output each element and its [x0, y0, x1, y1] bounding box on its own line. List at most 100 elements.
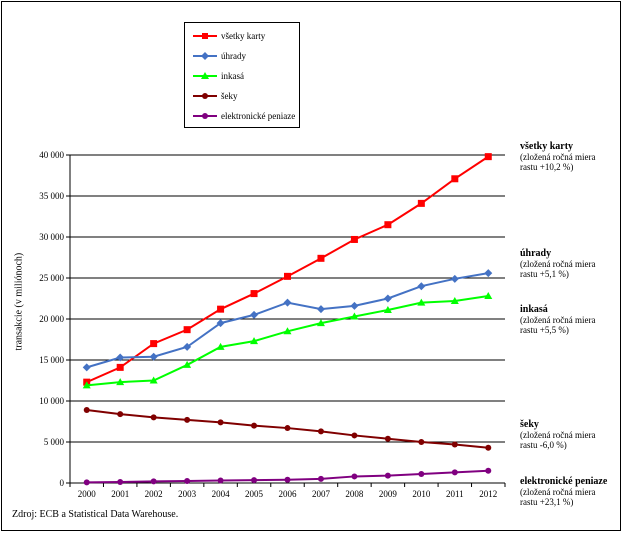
- data-point: [351, 432, 358, 439]
- data-point: [316, 319, 325, 327]
- annotation-line: (zložená ročná miera: [520, 259, 596, 269]
- data-point: [484, 269, 493, 278]
- data-point: [484, 292, 493, 300]
- x-tick-label: 2006: [279, 489, 298, 499]
- annotation-uhrady: úhrady (zložená ročná miera rastu +5,1 %…: [520, 248, 620, 279]
- annotation-line: rastu +5,1 %): [520, 269, 569, 279]
- x-tick-label: 2007: [312, 489, 331, 499]
- x-tick-label: 2004: [212, 489, 231, 499]
- x-tick-label: 2009: [379, 489, 398, 499]
- data-point: [451, 175, 459, 183]
- annotation-title: šeky: [520, 419, 539, 430]
- data-point: [284, 425, 291, 432]
- source-note: Zdroj: ECB a Statistical Data Warehouse.: [12, 509, 179, 520]
- x-tick-label: 2012: [479, 489, 497, 499]
- x-tick-label: 2005: [245, 489, 264, 499]
- data-point: [116, 353, 125, 362]
- data-point: [485, 444, 492, 451]
- legend: všetky karty úhrady inkasá šeky elektron…: [184, 22, 300, 128]
- x-tick-label: 2010: [412, 489, 431, 499]
- data-point: [451, 469, 458, 476]
- data-point: [83, 407, 90, 414]
- data-point: [117, 411, 124, 418]
- data-point: [417, 199, 425, 207]
- series-line: [86, 155, 489, 384]
- data-point: [417, 298, 426, 306]
- data-point: [149, 376, 158, 384]
- annotation-title: všetky karty: [520, 141, 574, 152]
- data-point: [317, 254, 325, 262]
- x-tick-label: 2000: [78, 489, 97, 499]
- y-axis-label: transakcie (v miliónoch): [13, 252, 25, 351]
- data-point: [350, 312, 359, 320]
- data-point: [216, 342, 225, 350]
- data-point: [184, 477, 191, 484]
- data-point: [117, 479, 124, 486]
- legend-label: úhrady: [221, 51, 246, 61]
- data-point: [116, 363, 124, 371]
- data-point: [451, 441, 458, 448]
- data-point: [418, 470, 425, 477]
- y-tick-label: 20 000: [39, 314, 64, 324]
- data-point: [384, 435, 391, 442]
- annotation-line: (zložená ročná miera: [520, 430, 596, 440]
- y-tick-label: 0: [60, 478, 65, 488]
- y-tick-label: 30 000: [39, 232, 64, 242]
- data-point: [316, 305, 325, 314]
- annotation-line: rastu +23,1 %): [520, 497, 574, 507]
- data-point: [150, 478, 157, 485]
- annotation-inkasa: inkasá (zložená ročná miera rastu +5,5 %…: [520, 304, 620, 335]
- data-point: [283, 327, 292, 335]
- annotation-line: rastu +10,2 %): [520, 162, 574, 172]
- data-point: [450, 296, 459, 304]
- y-tick-label: 15 000: [39, 355, 64, 365]
- data-point: [150, 340, 158, 348]
- data-point: [216, 319, 225, 328]
- annotation-title: inkasá: [520, 304, 548, 315]
- data-point: [250, 337, 259, 345]
- legend-label: všetky karty: [221, 31, 266, 41]
- data-point: [217, 477, 224, 484]
- series-line: [86, 272, 489, 369]
- data-point: [417, 282, 426, 291]
- data-point: [317, 428, 324, 435]
- data-point: [183, 326, 191, 334]
- data-point: [350, 301, 359, 310]
- legend-label: elektronické peniaze: [221, 111, 296, 121]
- y-tick-label: 40 000: [39, 150, 64, 160]
- data-point: [450, 274, 459, 283]
- data-point: [485, 467, 492, 474]
- data-point: [383, 305, 392, 313]
- data-point: [82, 363, 91, 372]
- data-point: [250, 310, 259, 319]
- data-point: [116, 378, 125, 386]
- data-point: [149, 352, 158, 361]
- x-tick-label: 2003: [178, 489, 197, 499]
- legend-label: inkasá: [221, 71, 244, 81]
- data-point: [283, 298, 292, 307]
- data-point: [418, 439, 425, 445]
- annotation-line: (zložená ročná miera: [520, 487, 596, 497]
- y-tick-label: 5 000: [44, 437, 65, 447]
- data-point: [251, 422, 258, 429]
- data-point: [384, 221, 392, 229]
- data-point: [83, 479, 90, 486]
- annotation-line: (zložená ročná miera: [520, 315, 596, 325]
- data-point: [150, 414, 157, 421]
- annotation-title: elektronické peniaze: [520, 476, 608, 487]
- annotation-elektronicke-peniaze: elektronické peniaze (zložená ročná mier…: [520, 476, 620, 507]
- data-point: [384, 472, 391, 479]
- data-point: [484, 153, 492, 161]
- x-tick-label: 2008: [345, 489, 364, 499]
- data-point: [217, 419, 224, 426]
- data-point: [284, 272, 291, 280]
- data-point: [350, 235, 358, 243]
- y-tick-label: 25 000: [39, 273, 64, 283]
- data-point: [183, 360, 192, 368]
- annotation-seky: šeky (zložená ročná miera rastu -6,0 %): [520, 419, 620, 450]
- annotation-line: rastu +5,5 %): [520, 325, 569, 335]
- data-point: [251, 477, 258, 484]
- data-point: [351, 473, 358, 480]
